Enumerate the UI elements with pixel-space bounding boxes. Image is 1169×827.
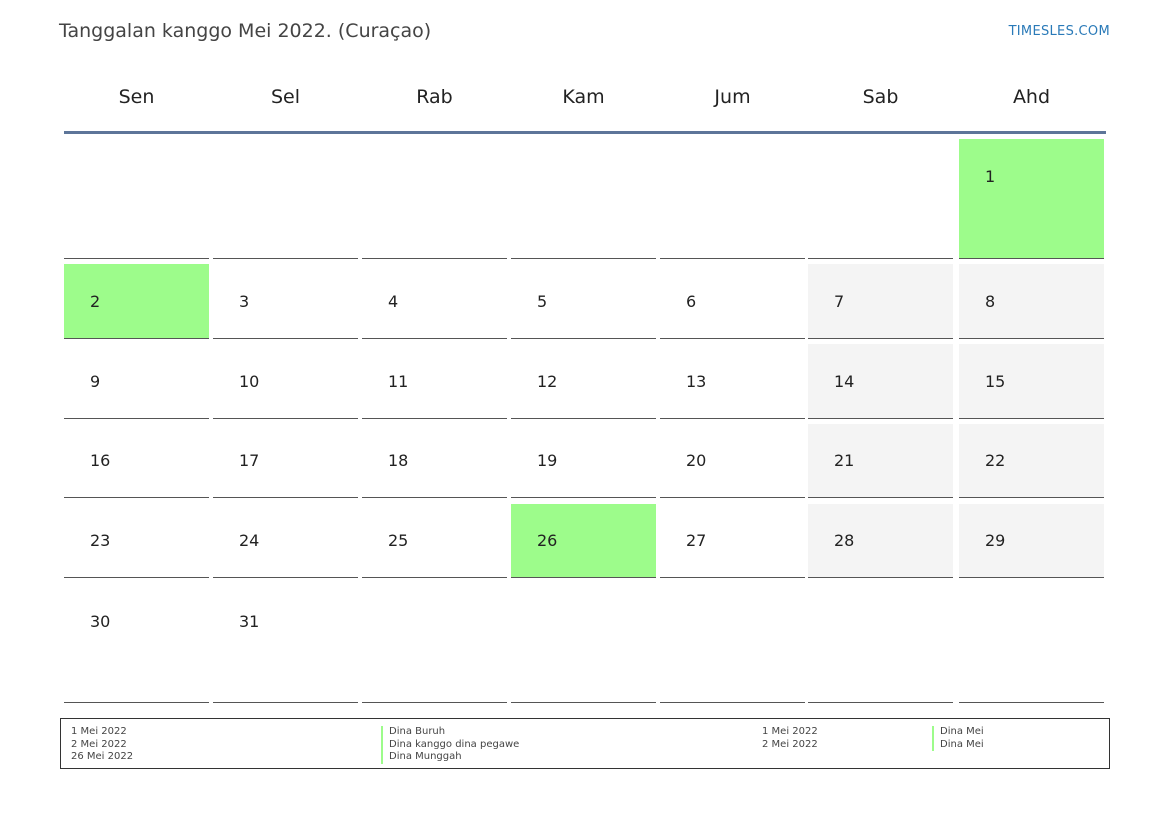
day-cell[interactable]: 8 (959, 264, 1104, 339)
empty-day-cell (64, 139, 209, 259)
brand-link[interactable]: TIMESLES.COM (1008, 24, 1110, 39)
day-number: 3 (239, 292, 250, 311)
weekday-label: Sen (118, 86, 155, 108)
day-number: 30 (90, 612, 111, 631)
legend-date: 1 Mei 2022 (71, 726, 127, 737)
empty-day-cell (808, 139, 953, 259)
empty-day-cell (959, 584, 1104, 703)
weekday-label: Ahd (1012, 86, 1051, 108)
empty-day-cell (808, 584, 953, 703)
legend-holiday-name: Dina kanggo dina pegawe (381, 738, 519, 751)
day-number: 2 (90, 292, 101, 311)
day-cell[interactable]: 27 (660, 504, 805, 578)
day-number: 19 (537, 451, 558, 470)
weekday-label: Rab (416, 86, 453, 108)
day-number: 25 (388, 531, 409, 550)
empty-day-cell (362, 584, 507, 703)
empty-day-cell (660, 139, 805, 259)
legend-right-dates: 1 Mei 2022 2 Mei 2022 (762, 726, 818, 751)
day-number: 22 (985, 451, 1006, 470)
day-number: 7 (834, 292, 845, 311)
legend-left-dates: 1 Mei 2022 2 Mei 2022 26 Mei 2022 (71, 726, 133, 764)
day-number: 20 (686, 451, 707, 470)
empty-day-cell (511, 584, 656, 703)
day-cell[interactable]: 31 (213, 584, 358, 703)
legend-holiday-name: Dina Mei (932, 726, 984, 739)
day-number: 11 (388, 372, 409, 391)
day-cell[interactable]: 14 (808, 344, 953, 419)
day-number: 4 (388, 292, 399, 311)
day-number: 17 (239, 451, 260, 470)
holiday-day-cell[interactable]: 26 (511, 504, 656, 578)
day-number: 13 (686, 372, 707, 391)
day-number: 27 (686, 531, 707, 550)
day-cell[interactable]: 24 (213, 504, 358, 578)
day-number: 14 (834, 372, 855, 391)
day-number: 21 (834, 451, 855, 470)
day-cell[interactable]: 19 (511, 424, 656, 498)
weekday-label: Sab (862, 86, 899, 108)
day-number: 28 (834, 531, 855, 550)
day-number: 31 (239, 612, 260, 631)
legend-holiday-name: Dina Buruh (381, 726, 519, 739)
day-number: 24 (239, 531, 260, 550)
legend-date: 2 Mei 2022 (71, 738, 127, 750)
day-number: 16 (90, 451, 111, 470)
day-cell[interactable]: 30 (64, 584, 209, 703)
empty-day-cell (362, 139, 507, 259)
day-cell[interactable]: 20 (660, 424, 805, 498)
day-cell[interactable]: 11 (362, 344, 507, 419)
day-cell[interactable]: 23 (64, 504, 209, 578)
weekday-label: Jum (714, 86, 751, 108)
day-cell[interactable]: 6 (660, 264, 805, 339)
day-cell[interactable]: 10 (213, 344, 358, 419)
day-number: 29 (985, 531, 1006, 550)
day-cell[interactable]: 25 (362, 504, 507, 578)
day-number: 18 (388, 451, 409, 470)
weekday-label: Kam (562, 86, 605, 108)
day-number: 12 (537, 372, 558, 391)
day-cell[interactable]: 21 (808, 424, 953, 498)
day-cell[interactable]: 29 (959, 504, 1104, 578)
day-cell[interactable]: 28 (808, 504, 953, 578)
day-number: 10 (239, 372, 260, 391)
day-number: 5 (537, 292, 548, 311)
day-cell[interactable]: 12 (511, 344, 656, 419)
day-cell[interactable]: 7 (808, 264, 953, 339)
legend-date: 26 Mei 2022 (71, 751, 134, 762)
legend-holiday-name: Dina Munggah (381, 751, 519, 764)
day-cell[interactable]: 4 (362, 264, 507, 339)
day-cell[interactable]: 18 (362, 424, 507, 498)
empty-day-cell (213, 139, 358, 259)
day-number: 26 (537, 531, 558, 550)
day-number: 1 (985, 167, 996, 186)
empty-day-cell (511, 139, 656, 259)
day-cell[interactable]: 22 (959, 424, 1104, 498)
holiday-legend: 1 Mei 2022 2 Mei 2022 26 Mei 2022 Dina B… (60, 718, 1110, 769)
empty-day-cell (660, 584, 805, 703)
day-number: 15 (985, 372, 1006, 391)
day-number: 6 (686, 292, 697, 311)
day-cell[interactable]: 13 (660, 344, 805, 419)
day-cell[interactable]: 9 (64, 344, 209, 419)
day-cell[interactable]: 15 (959, 344, 1104, 419)
day-cell[interactable]: 5 (511, 264, 656, 339)
legend-date: 2 Mei 2022 (762, 738, 818, 750)
page-title: Tanggalan kanggo Mei 2022. (Curaçao) (59, 20, 432, 42)
day-number: 8 (985, 292, 996, 311)
header-divider (64, 131, 1106, 134)
legend-date: 1 Mei 2022 (762, 726, 818, 737)
legend-holiday-name: Dina Mei (932, 738, 984, 751)
day-number: 9 (90, 372, 101, 391)
day-cell[interactable]: 3 (213, 264, 358, 339)
day-number: 23 (90, 531, 111, 550)
day-cell[interactable]: 17 (213, 424, 358, 498)
holiday-day-cell[interactable]: 2 (64, 264, 209, 339)
legend-right-names: Dina Mei Dina Mei (932, 726, 984, 751)
legend-left-names: Dina Buruh Dina kanggo dina pegawe Dina … (381, 726, 519, 764)
day-cell[interactable]: 16 (64, 424, 209, 498)
holiday-day-cell[interactable]: 1 (959, 139, 1104, 259)
weekday-label: Sel (270, 86, 301, 108)
